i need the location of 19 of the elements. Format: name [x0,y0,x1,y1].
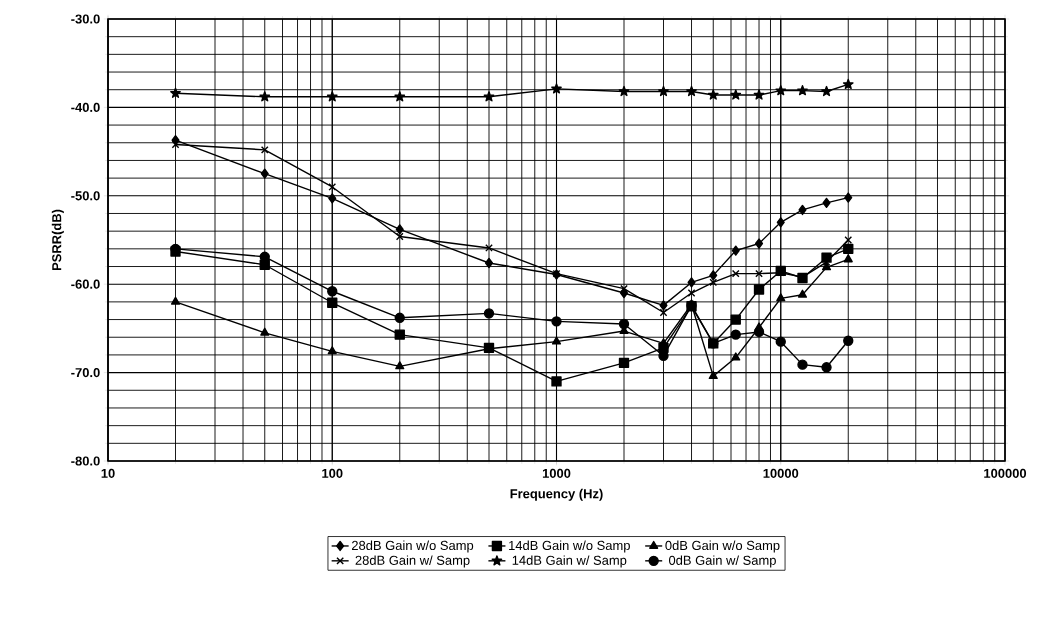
y-tick-label: -30.0 [71,14,100,24]
legend-label: 14dB Gain w/ Samp [512,555,627,568]
x-tick-label: 10 [101,468,115,478]
y-axis-title: PSRR(dB) [51,209,64,271]
x-tick-label: 10000 [763,468,799,478]
x-tick-label: 100 [322,468,343,478]
y-tick-label: -60.0 [71,279,100,289]
legend-label: 14dB Gain w/o Samp [509,540,630,553]
y-tick-label: -70.0 [71,368,100,378]
x-axis-title: Frequency (Hz) [510,488,603,501]
legend-label: 0dB Gain w/o Samp [665,540,780,553]
y-tick-label: -50.0 [71,191,100,201]
y-tick-label: -40.0 [71,102,100,112]
legend-label: 28dB Gain w/ Samp [355,555,470,568]
y-tick-label: -80.0 [71,456,100,466]
x-tick-label: 100000 [984,468,1027,478]
x-tick-label: 1000 [542,468,571,478]
legend-label: 28dB Gain w/o Samp [351,540,474,553]
legend-label: 0dB Gain w/ Samp [668,555,776,568]
